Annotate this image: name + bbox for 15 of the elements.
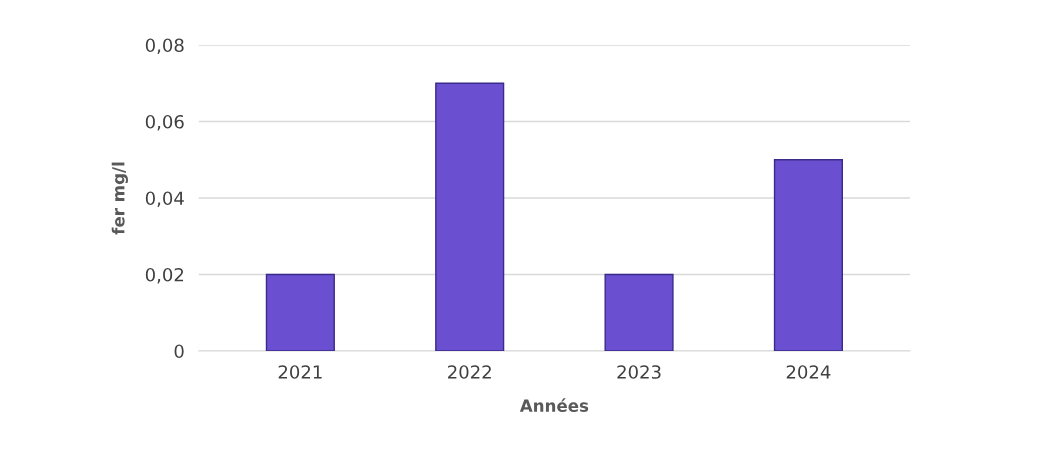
y-tick-label: 0	[174, 344, 184, 359]
bar	[604, 273, 674, 351]
x-tick-label: 2022	[448, 365, 491, 379]
x-tick-label: 2024	[786, 365, 831, 379]
y-tick-label: 0,04	[145, 191, 184, 207]
bar	[773, 159, 843, 351]
y-tick-label: 0,02	[145, 267, 184, 284]
bar	[435, 82, 505, 351]
x-axis-title: Années	[519, 398, 589, 412]
bar	[265, 273, 335, 351]
x-tick-label: 2021	[278, 365, 322, 379]
y-tick-label: 0,08	[145, 38, 184, 54]
y-axis-title: fer mg/l	[111, 162, 128, 235]
y-tick-label: 0,06	[145, 114, 184, 131]
x-tick-label: 2023	[617, 365, 661, 379]
